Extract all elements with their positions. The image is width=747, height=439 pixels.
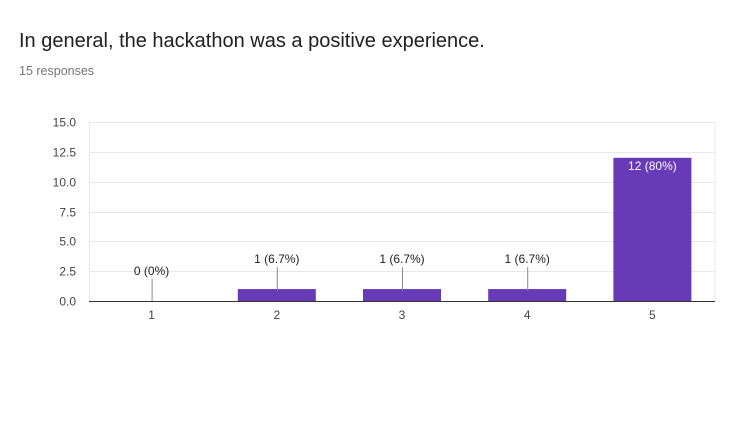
data-label: 12 (80%) xyxy=(628,159,677,173)
x-tick-label: 2 xyxy=(273,308,280,322)
response-count: 15 responses xyxy=(19,64,95,78)
x-tick-label: 5 xyxy=(649,308,656,322)
data-label: 1 (6.7%) xyxy=(379,252,424,266)
bar xyxy=(237,289,316,301)
data-label: 0 (0%) xyxy=(134,264,169,278)
data-label: 1 (6.7%) xyxy=(254,252,299,266)
y-tick-label: 0.0 xyxy=(59,295,76,309)
y-tick-label: 2.5 xyxy=(59,265,76,279)
y-tick-label: 10.0 xyxy=(53,176,77,190)
y-tick-label: 15.0 xyxy=(53,116,77,130)
data-label: 1 (6.7%) xyxy=(505,252,550,266)
bar xyxy=(613,157,692,301)
x-tick-label: 1 xyxy=(148,308,155,322)
y-tick-label: 12.5 xyxy=(53,146,77,160)
y-tick-label: 5.0 xyxy=(59,235,76,249)
y-tick-label: 7.5 xyxy=(59,206,76,220)
question-title: In general, the hackathon was a positive… xyxy=(19,30,485,52)
x-tick-label: 4 xyxy=(524,308,531,322)
bar xyxy=(488,289,567,301)
bar xyxy=(363,289,441,301)
x-tick-label: 3 xyxy=(399,308,406,322)
